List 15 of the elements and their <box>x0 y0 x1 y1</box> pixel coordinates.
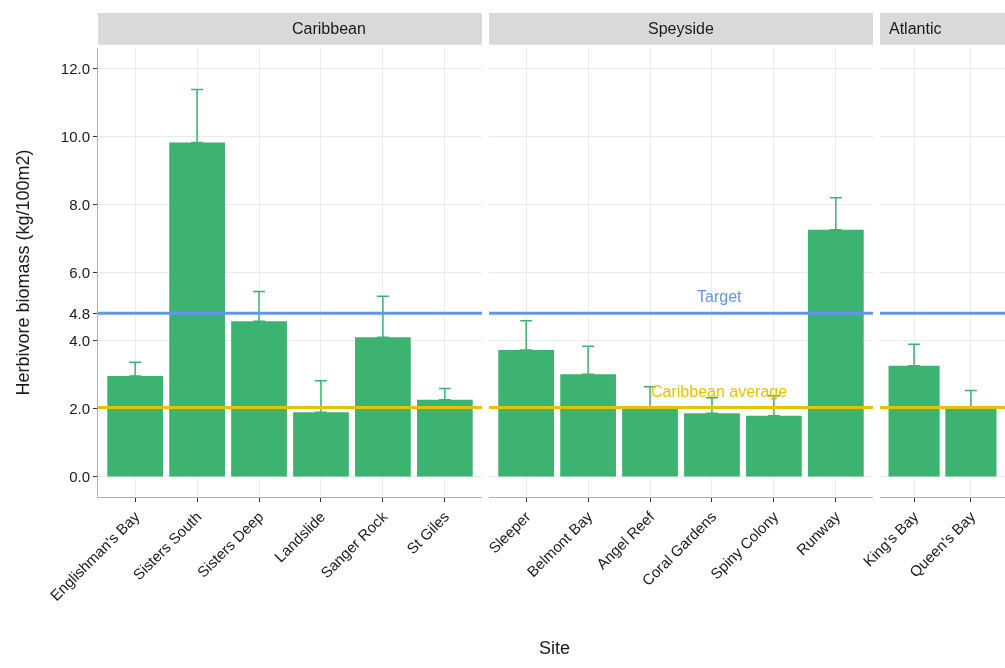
chart-title: Speyside <box>648 20 714 37</box>
y-tick-label: 4.0 <box>69 331 90 349</box>
chart-title: Caribbean <box>292 20 366 37</box>
y-axis-title: Herbivore biomass (kg/100m2) <box>12 149 33 396</box>
y-tick-label: 2.0 <box>69 399 90 417</box>
y-tick-label: 10.0 <box>60 127 90 145</box>
y-tick-label: 12.0 <box>60 59 90 77</box>
y-tick-label: 6.0 <box>69 263 90 281</box>
y-tick-label: 8.0 <box>69 195 90 213</box>
y-tick-label: 0.0 <box>69 467 90 485</box>
x-axis-title: Site <box>539 638 571 658</box>
ref-line-label: Caribbean average <box>651 383 788 400</box>
ref-line-label: Target <box>697 288 743 305</box>
y-tick-label: 4.8 <box>69 304 90 322</box>
chart-title: Atlantic <box>889 20 942 37</box>
